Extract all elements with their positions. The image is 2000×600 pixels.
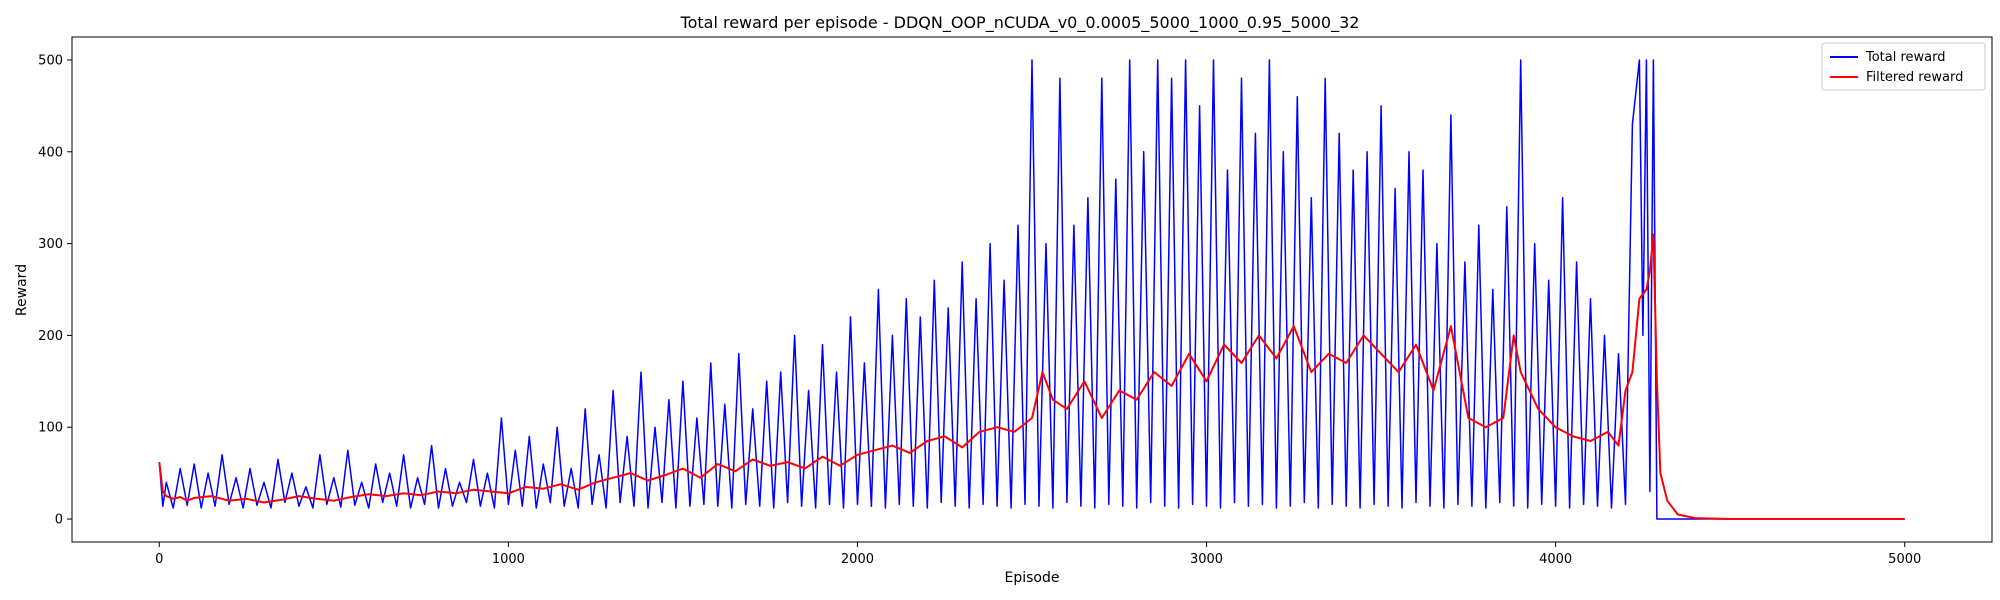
x-axis: 0 1000 2000 3000 4000 5000	[155, 542, 1921, 567]
series-line-total-reward	[158, 59, 1905, 520]
legend-label-filtered-reward: Filtered reward	[1866, 70, 1963, 85]
chart-title: Total reward per episode - DDQN_OOP_nCUD…	[680, 13, 1360, 33]
plot-frame	[71, 36, 1993, 543]
x-tick-label: 5000	[1888, 552, 1921, 567]
x-tick-label: 1000	[492, 552, 525, 567]
x-tick-label: 4000	[1539, 552, 1572, 567]
y-tick-label: 300	[38, 237, 63, 252]
y-tick-label: 100	[38, 421, 63, 436]
series-layer	[158, 59, 1905, 520]
x-tick-label: 0	[155, 552, 163, 567]
series-line-filtered-reward	[158, 233, 1905, 520]
y-tick-label: 0	[55, 513, 63, 528]
legend-box	[1821, 42, 1986, 91]
x-tick-label: 2000	[841, 552, 874, 567]
x-axis-label: Episode	[1005, 570, 1060, 586]
y-tick-label: 400	[38, 145, 63, 160]
legend: Total reward Filtered reward	[1821, 42, 1986, 91]
y-axis-label: Reward	[14, 264, 30, 316]
x-tick-label: 3000	[1190, 552, 1223, 567]
y-tick-label: 500	[38, 53, 63, 68]
y-axis: 0 100 200 300 400 500	[38, 53, 72, 528]
legend-label-total-reward: Total reward	[1865, 50, 1946, 65]
y-tick-label: 200	[38, 329, 63, 344]
